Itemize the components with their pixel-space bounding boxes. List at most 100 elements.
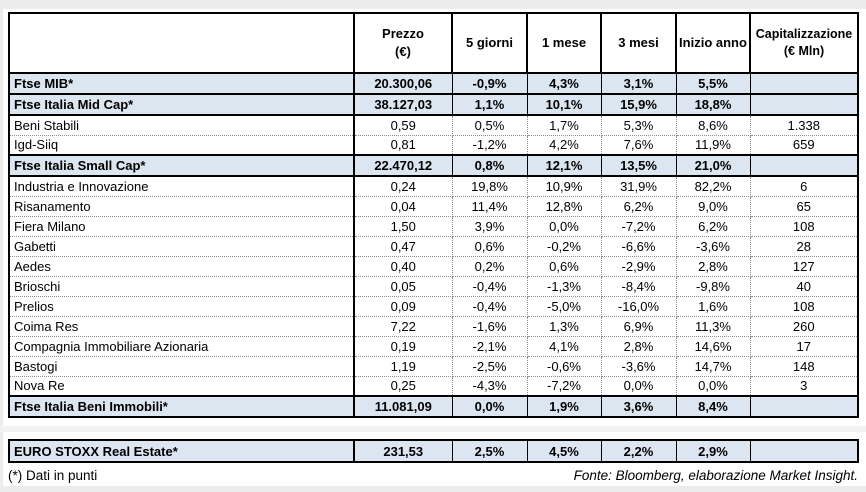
cell-inizio-anno: 9,0%	[675, 195, 751, 217]
index-row: Ftse Italia Mid Cap* 38.127,03 1,1% 10,1% 15…	[8, 93, 859, 116]
cell-prezzo: 0,81	[353, 134, 453, 156]
page-top-margin	[0, 0, 866, 9]
cell-1-mese: 4,5%	[526, 439, 602, 463]
row-name: Igd-Siiq	[8, 134, 355, 156]
cell-inizio-anno: 2,9%	[675, 439, 751, 463]
cell-inizio-anno: -9,8%	[675, 275, 751, 297]
cell-1-mese: 4,2%	[526, 134, 602, 156]
cell-5-giorni: -4,3%	[451, 375, 528, 397]
cell-inizio-anno: 0,0%	[675, 375, 751, 397]
cell-3-mesi: 13,5%	[600, 154, 677, 177]
table-gap-band	[0, 426, 866, 432]
stock-row: Bastogi 1,19 -2,5% -0,6% -3,6% 14,7% 148	[8, 355, 859, 377]
cell-5-giorni: -2,1%	[451, 335, 528, 357]
performance-table-header: Prezzo (€) 5 giorni 1 mese 3 mesi Inizio…	[8, 12, 859, 74]
index-row: EURO STOXX Real Estate* 231,53 2,5% 4,5% 2,2…	[8, 439, 859, 463]
row-name: Risanamento	[8, 195, 355, 217]
cell-prezzo: 0,05	[353, 275, 453, 297]
cell-capitalizzazione: 659	[749, 134, 859, 156]
cell-prezzo: 11.081,09	[353, 395, 453, 418]
cell-inizio-anno: -3,6%	[675, 235, 751, 257]
header-1-mese: 1 mese	[526, 12, 602, 74]
cell-1-mese: 4,1%	[526, 335, 602, 357]
cell-capitalizzazione: 127	[749, 255, 859, 277]
page-bottom-margin	[0, 486, 866, 492]
row-name: Aedes	[8, 255, 355, 277]
row-name: Brioschi	[8, 275, 355, 297]
cell-capitalizzazione: 17	[749, 335, 859, 357]
cell-prezzo: 38.127,03	[353, 93, 453, 116]
cell-capitalizzazione	[749, 395, 859, 418]
cell-prezzo: 22.470,12	[353, 154, 453, 177]
row-name: Ftse Italia Beni Immobili*	[8, 395, 355, 418]
cell-prezzo: 0,19	[353, 335, 453, 357]
cell-1-mese: 4,3%	[526, 72, 602, 95]
cell-3-mesi: -8,4%	[600, 275, 677, 297]
cell-inizio-anno: 11,3%	[675, 315, 751, 337]
cell-5-giorni: -2,5%	[451, 355, 528, 377]
cell-capitalizzazione: 40	[749, 275, 859, 297]
cell-capitalizzazione: 28	[749, 235, 859, 257]
cell-1-mese: 1,7%	[526, 114, 602, 136]
stock-row: Fiera Milano 1,50 3,9% 0,0% -7,2% 6,2% 108	[8, 215, 859, 237]
footnote-dati-in-punti: (*) Dati in punti	[8, 467, 98, 483]
cell-inizio-anno: 8,4%	[675, 395, 751, 418]
cell-1-mese: 12,1%	[526, 154, 602, 177]
header-prezzo-unit: (€)	[395, 44, 411, 59]
cell-prezzo: 1,19	[353, 355, 453, 377]
header-prezzo-label: Prezzo	[382, 26, 424, 42]
cell-inizio-anno: 2,8%	[675, 255, 751, 277]
stock-row: Brioschi 0,05 -0,4% -1,3% -8,4% -9,8% 40	[8, 275, 859, 297]
cell-inizio-anno: 8,6%	[675, 114, 751, 136]
cell-3-mesi: -6,6%	[600, 235, 677, 257]
cell-5-giorni: 3,9%	[451, 215, 528, 237]
cell-capitalizzazione	[749, 154, 859, 177]
cell-3-mesi: 7,6%	[600, 134, 677, 156]
cell-3-mesi: 6,9%	[600, 315, 677, 337]
cell-1-mese: 12,8%	[526, 195, 602, 217]
cell-3-mesi: 15,9%	[600, 93, 677, 116]
cell-capitalizzazione	[749, 72, 859, 95]
page-left-margin	[0, 0, 3, 492]
cell-prezzo: 0,40	[353, 255, 453, 277]
cell-prezzo: 1,50	[353, 215, 453, 237]
cell-inizio-anno: 14,6%	[675, 335, 751, 357]
row-name: Bastogi	[8, 355, 355, 377]
cell-1-mese: 10,9%	[526, 175, 602, 197]
index-row: Ftse MIB* 20.300,06 -0,9% 4,3% 3,1% 5,5%	[8, 72, 859, 95]
stock-row: Coima Res 7,22 -1,6% 1,3% 6,9% 11,3% 260	[8, 315, 859, 337]
cell-3-mesi: -3,6%	[600, 355, 677, 377]
cell-1-mese: -0,6%	[526, 355, 602, 377]
index-row: Ftse Italia Small Cap* 22.470,12 0,8% 12,1%…	[8, 154, 859, 177]
cell-1-mese: 1,3%	[526, 315, 602, 337]
cell-1-mese: -0,2%	[526, 235, 602, 257]
cell-1-mese: 0,6%	[526, 255, 602, 277]
cell-1-mese: 10,1%	[526, 93, 602, 116]
cell-3-mesi: 2,8%	[600, 335, 677, 357]
cell-prezzo: 0,09	[353, 295, 453, 317]
performance-table-body: Ftse MIB* 20.300,06 -0,9% 4,3% 3,1% 5,5% Ftse …	[8, 72, 859, 418]
cell-prezzo: 0,59	[353, 114, 453, 136]
cell-prezzo: 0,24	[353, 175, 453, 197]
row-name: Coima Res	[8, 315, 355, 337]
cell-capitalizzazione: 3	[749, 375, 859, 397]
table-footnotes: (*) Dati in punti Fonte: Bloomberg, elab…	[8, 465, 858, 485]
euro-stoxx-table: EURO STOXX Real Estate* 231,53 2,5% 4,5% 2,2…	[8, 439, 859, 463]
euro-stoxx-table-body: EURO STOXX Real Estate* 231,53 2,5% 4,5% 2,2…	[8, 439, 859, 463]
row-name: EURO STOXX Real Estate*	[8, 439, 355, 463]
cell-5-giorni: 0,0%	[451, 395, 528, 418]
row-name: Ftse Italia Small Cap*	[8, 154, 355, 177]
header-prezzo: Prezzo (€)	[353, 12, 453, 74]
header-5-giorni: 5 giorni	[451, 12, 528, 74]
stock-row: Igd-Siiq 0,81 -1,2% 4,2% 7,6% 11,9% 659	[8, 134, 859, 156]
cell-5-giorni: -0,4%	[451, 295, 528, 317]
cell-capitalizzazione: 108	[749, 295, 859, 317]
cell-1-mese: -1,3%	[526, 275, 602, 297]
row-name: Industria e Innovazione	[8, 175, 355, 197]
cell-3-mesi: -2,9%	[600, 255, 677, 277]
cell-capitalizzazione: 1.338	[749, 114, 859, 136]
row-name: Ftse Italia Mid Cap*	[8, 93, 355, 116]
cell-1-mese: 1,9%	[526, 395, 602, 418]
stock-row: Nova Re 0,25 -4,3% -7,2% 0,0% 0,0% 3	[8, 375, 859, 397]
cell-inizio-anno: 21,0%	[675, 154, 751, 177]
